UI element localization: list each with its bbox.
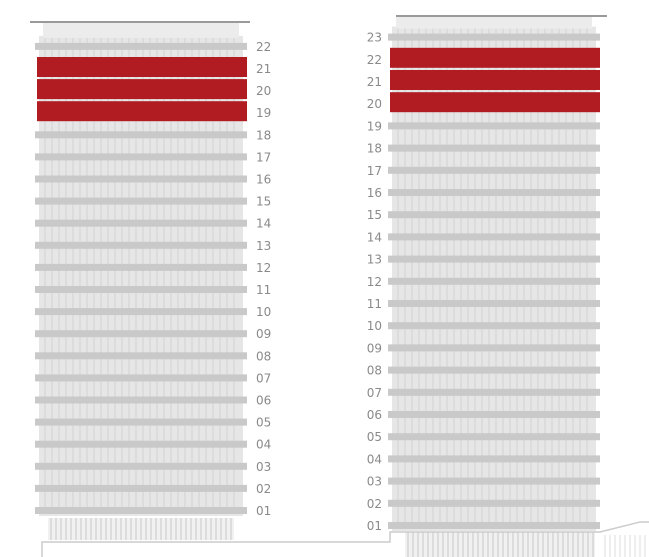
floor-slab-06 (388, 411, 600, 418)
floor-label-04: 04 (367, 452, 382, 466)
floor-label-17: 17 (367, 164, 382, 178)
roof-parapet (43, 23, 239, 38)
roof-parapet (396, 17, 592, 29)
floor-slab-01 (35, 507, 247, 514)
floor-label-04: 04 (256, 438, 271, 452)
floor-label-03: 03 (367, 475, 382, 489)
floor-slab-03 (388, 477, 600, 485)
floor-slab-11 (388, 300, 600, 307)
floor-slab-09 (35, 330, 247, 338)
site-outline (41, 521, 649, 557)
floor-slab-01 (388, 522, 600, 529)
floor-slab-09 (388, 344, 600, 352)
floor-label-07: 07 (367, 386, 382, 400)
floor-slab-07 (388, 388, 600, 396)
floor-label-06: 06 (256, 394, 271, 408)
floor-label-03: 03 (256, 460, 271, 474)
floor-label-20: 20 (256, 84, 271, 98)
floor-label-15: 15 (256, 195, 271, 209)
floor-slab-16 (388, 189, 600, 196)
floor-slab-02 (35, 484, 247, 492)
highlighted-floor-20 (37, 79, 247, 100)
floor-label-10: 10 (367, 319, 382, 333)
floor-label-22: 22 (256, 40, 271, 54)
floor-label-11: 11 (367, 297, 382, 311)
floor-label-23: 23 (367, 31, 382, 45)
floor-slab-04 (35, 440, 247, 448)
floor-label-14: 14 (256, 217, 271, 231)
floor-slab-10 (388, 322, 600, 330)
floor-label-17: 17 (256, 150, 271, 164)
floor-slab-13 (388, 255, 600, 263)
floor-slab-06 (35, 396, 247, 404)
floor-label-08: 08 (367, 364, 382, 378)
floor-label-16: 16 (256, 173, 271, 187)
floor-label-10: 10 (256, 305, 271, 319)
floor-slab-15 (35, 197, 247, 205)
floor-label-01: 01 (256, 504, 271, 518)
left-tower: 01 02 03 04 05 06 07 08 09 10 11 12 13 14 15 16 17 18 19 20… (30, 21, 271, 540)
floor-slab-10 (35, 308, 247, 316)
floor-slab-05 (388, 433, 600, 441)
floor-label-05: 05 (367, 430, 382, 444)
floor-label-22: 22 (367, 53, 382, 67)
floor-slab-15 (388, 211, 600, 219)
floor-label-09: 09 (367, 341, 382, 355)
floor-label-06: 06 (367, 408, 382, 422)
floor-slab-12 (388, 277, 600, 285)
floor-label-11: 11 (256, 283, 271, 297)
floor-label-09: 09 (256, 327, 271, 341)
floor-label-19: 19 (367, 119, 382, 133)
floor-label-01: 01 (367, 519, 382, 533)
floor-label-07: 07 (256, 371, 271, 385)
floor-slab-07 (35, 374, 247, 382)
highlighted-floor-21 (390, 70, 600, 90)
floor-slab-16 (35, 175, 247, 183)
floor-label-19: 19 (256, 106, 271, 120)
floor-slab-18 (388, 144, 600, 152)
floor-label-12: 12 (367, 275, 382, 289)
floor-label-05: 05 (256, 416, 271, 430)
floor-slab-08 (35, 352, 247, 360)
floor-slab-18 (35, 131, 247, 139)
floor-label-15: 15 (367, 208, 382, 222)
floor-slab-02 (388, 499, 600, 507)
floor-label-18: 18 (367, 142, 382, 156)
highlighted-floor-22 (390, 47, 600, 68)
floor-slab-08 (388, 366, 600, 374)
floor-slab-05 (35, 418, 247, 426)
floor-slab-19 (388, 122, 600, 130)
floor-label-16: 16 (367, 186, 382, 200)
floor-label-13: 13 (367, 253, 382, 267)
floor-label-08: 08 (256, 349, 271, 363)
floor-slab-14 (35, 219, 247, 227)
floor-slab-23 (388, 33, 600, 41)
right-tower: 01 02 03 04 05 06 07 08 09 10 11 12 13 14 15 16 17 18 19 20… (367, 15, 607, 557)
floor-label-12: 12 (256, 261, 271, 275)
ground-line (41, 521, 649, 557)
floor-label-14: 14 (367, 230, 382, 244)
floor-slab-17 (35, 153, 247, 161)
floor-slab-13 (35, 241, 247, 249)
floor-label-13: 13 (256, 239, 271, 253)
floor-label-02: 02 (367, 497, 382, 511)
highlighted-floor-19 (37, 101, 247, 122)
floor-slab-22 (35, 42, 247, 50)
floor-slab-04 (388, 455, 600, 463)
floor-label-02: 02 (256, 482, 271, 496)
floor-slab-11 (35, 286, 247, 293)
floor-slab-03 (35, 462, 247, 470)
floor-label-21: 21 (256, 62, 271, 76)
highlighted-floor-21 (37, 57, 247, 77)
highlighted-floor-20 (390, 92, 600, 113)
floor-slab-14 (388, 233, 600, 241)
floor-slab-12 (35, 263, 247, 271)
floor-slab-17 (388, 166, 600, 174)
floor-label-18: 18 (256, 128, 271, 142)
floor-label-21: 21 (367, 75, 382, 89)
floor-label-20: 20 (367, 97, 382, 111)
